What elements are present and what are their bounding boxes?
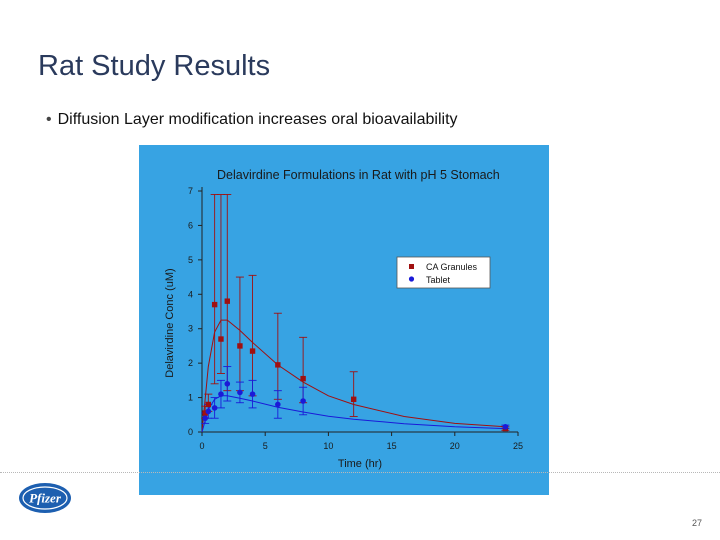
x-tick-label: 5 bbox=[263, 441, 268, 451]
y-tick-label: 4 bbox=[188, 289, 193, 299]
chart-title: Delavirdine Formulations in Rat with pH … bbox=[217, 168, 500, 182]
page-number: 27 bbox=[691, 518, 702, 528]
y-tick-label: 1 bbox=[188, 393, 193, 403]
y-tick-label: 0 bbox=[188, 427, 193, 437]
legend-box bbox=[396, 256, 491, 289]
chart-axes: 0 5 10 15 20 25 0 1 2 3 4 5 6 7 bbox=[188, 186, 523, 451]
y-axis-label: Delavirdine Conc (uM) bbox=[164, 268, 176, 377]
data-point-tablet bbox=[237, 389, 243, 396]
data-point-tablet bbox=[275, 401, 281, 408]
bullet-dot-icon: • bbox=[46, 111, 52, 128]
pfizer-logo: Pfizer bbox=[18, 482, 72, 514]
data-points bbox=[202, 298, 509, 432]
pfizer-logo-icon: Pfizer bbox=[19, 483, 71, 513]
fit-curve-ca-granules bbox=[201, 319, 506, 433]
legend-label-tablet: Tablet bbox=[426, 275, 451, 285]
chart-legend: CA Granules Tablet bbox=[396, 256, 491, 289]
y-tick-label: 7 bbox=[188, 186, 193, 196]
y-tick-label: 2 bbox=[188, 358, 193, 368]
legend-marker-ca-granules bbox=[409, 264, 414, 269]
data-point-tablet bbox=[202, 415, 208, 422]
data-point-ca-granules bbox=[218, 336, 224, 342]
x-tick-label: 25 bbox=[513, 441, 523, 451]
data-point-ca-granules bbox=[211, 301, 218, 308]
data-point-tablet bbox=[300, 398, 306, 404]
svg-text:Pfizer: Pfizer bbox=[29, 491, 62, 506]
data-point-tablet bbox=[211, 405, 218, 411]
data-point-tablet bbox=[205, 408, 212, 415]
concentration-chart: Delavirdine Formulations in Rat with pH … bbox=[164, 168, 523, 470]
y-tick-label: 3 bbox=[188, 324, 193, 334]
error-bars bbox=[201, 193, 510, 431]
data-point-ca-granules bbox=[249, 348, 256, 354]
bullet-point: • Diffusion Layer modification increases … bbox=[46, 111, 458, 129]
data-point-ca-granules bbox=[202, 410, 208, 416]
data-point-ca-granules bbox=[237, 343, 243, 349]
legend-label-ca-granules: CA Granules bbox=[426, 262, 478, 272]
x-tick-label: 10 bbox=[323, 441, 333, 451]
x-tick-label: 0 bbox=[199, 441, 204, 451]
footer-divider bbox=[0, 472, 720, 473]
data-point-ca-granules bbox=[300, 375, 306, 382]
fit-curves bbox=[201, 319, 506, 433]
data-point-ca-granules bbox=[275, 362, 281, 368]
y-tick-label: 6 bbox=[188, 220, 193, 230]
data-point-tablet bbox=[224, 381, 231, 387]
data-point-tablet bbox=[218, 391, 224, 397]
y-tick-label: 5 bbox=[188, 255, 193, 265]
legend-marker-tablet bbox=[408, 276, 415, 282]
data-point-ca-granules bbox=[224, 298, 230, 304]
x-tick-label: 15 bbox=[387, 441, 397, 451]
data-point-tablet bbox=[502, 424, 509, 430]
chart-panel: Delavirdine Formulations in Rat with pH … bbox=[139, 145, 549, 495]
x-tick-label: 20 bbox=[450, 441, 460, 451]
x-axis-label: Time (hr) bbox=[338, 458, 382, 470]
data-point-ca-granules bbox=[205, 401, 212, 408]
bullet-text: Diffusion Layer modification increases o… bbox=[57, 111, 458, 128]
slide-title: Rat Study Results bbox=[38, 50, 271, 82]
fit-curve-tablet bbox=[201, 395, 506, 433]
data-point-ca-granules bbox=[350, 396, 357, 402]
data-point-tablet bbox=[249, 391, 256, 397]
